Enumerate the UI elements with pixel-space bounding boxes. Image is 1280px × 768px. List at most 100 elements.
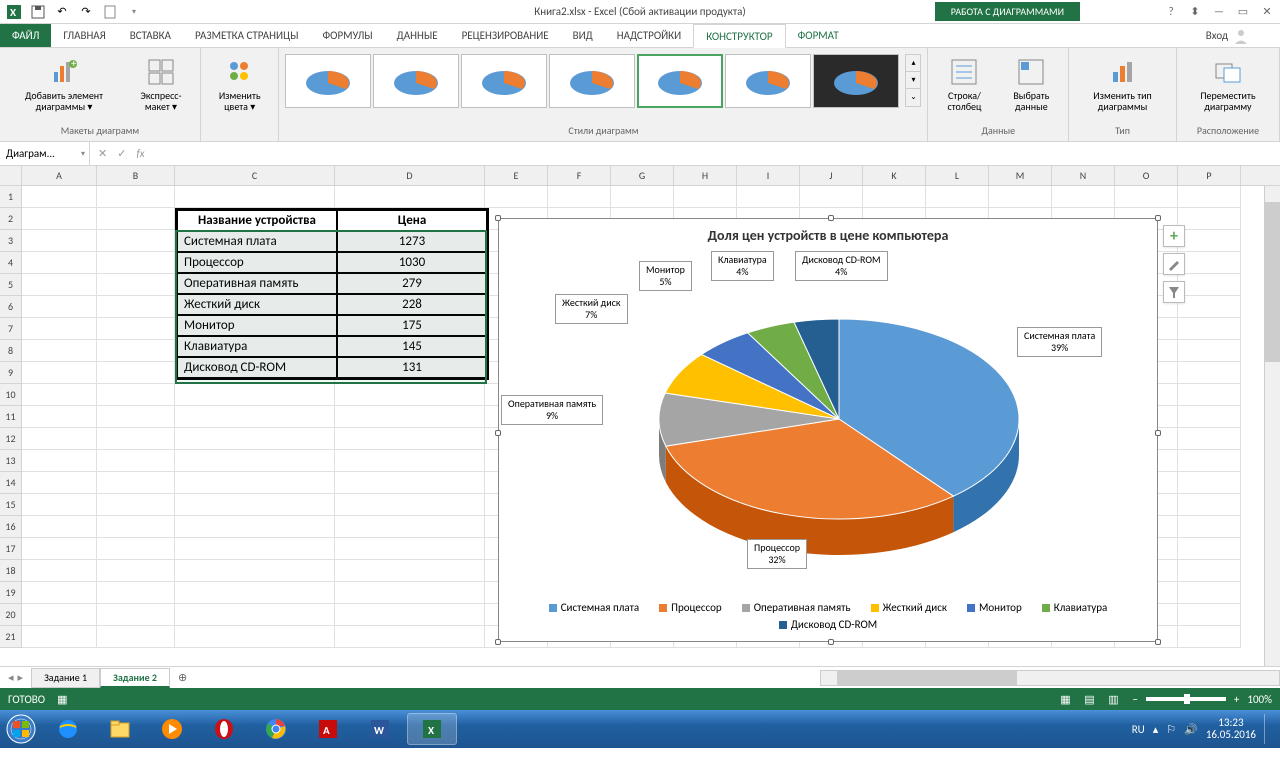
row-header[interactable]: 16 bbox=[0, 516, 21, 538]
fx-icon[interactable]: fx bbox=[136, 147, 144, 160]
task-chrome[interactable] bbox=[251, 713, 301, 745]
row-header[interactable]: 9 bbox=[0, 362, 21, 384]
chart-style-5[interactable] bbox=[637, 54, 723, 108]
tab-надстройки[interactable]: НАДСТРОЙКИ bbox=[605, 24, 693, 47]
sheet-tab[interactable]: Задание 2 bbox=[100, 668, 170, 688]
styles-up-icon[interactable]: ▴ bbox=[906, 55, 920, 72]
select-all-button[interactable] bbox=[0, 166, 22, 186]
data-label[interactable]: Оперативная память9% bbox=[501, 395, 603, 425]
chart-title[interactable]: Доля цен устройств в цене компьютера bbox=[499, 219, 1157, 244]
legend-item[interactable]: Дисковод CD-ROM bbox=[779, 618, 877, 631]
row-header[interactable]: 17 bbox=[0, 538, 21, 560]
chart-style-1[interactable] bbox=[285, 54, 371, 108]
chart-plus-icon[interactable]: + bbox=[1163, 225, 1185, 247]
row-header[interactable]: 14 bbox=[0, 472, 21, 494]
row-header[interactable]: 5 bbox=[0, 274, 21, 296]
chart-legend[interactable]: Системная плата Процессор Оперативная памя… bbox=[499, 601, 1157, 631]
col-header[interactable]: J bbox=[800, 166, 863, 185]
tab-вставка[interactable]: ВСТАВКА bbox=[118, 24, 183, 47]
legend-item[interactable]: Оперативная память bbox=[742, 601, 851, 614]
vertical-scrollbar[interactable] bbox=[1264, 186, 1280, 666]
task-excel[interactable]: X bbox=[407, 713, 457, 745]
col-header[interactable]: K bbox=[863, 166, 926, 185]
add-chart-element-button[interactable]: + Добавить элемент диаграммы ▾ bbox=[6, 54, 122, 114]
col-header[interactable]: G bbox=[611, 166, 674, 185]
normal-view-icon[interactable]: ▦ bbox=[1054, 691, 1076, 707]
task-explorer[interactable] bbox=[95, 713, 145, 745]
start-button[interactable] bbox=[0, 710, 42, 748]
col-header[interactable]: L bbox=[926, 166, 989, 185]
close-icon[interactable]: ✕ bbox=[1258, 5, 1276, 18]
styles-more-icon[interactable]: ⌄ bbox=[906, 89, 920, 106]
legend-item[interactable]: Системная плата bbox=[549, 601, 639, 614]
col-header[interactable]: A bbox=[22, 166, 97, 185]
legend-item[interactable]: Процессор bbox=[659, 601, 722, 614]
zoom-out-icon[interactable]: − bbox=[1132, 693, 1137, 706]
tab-разметка страницы[interactable]: РАЗМЕТКА СТРАНИЦЫ bbox=[183, 24, 311, 47]
data-label[interactable]: Дисковод CD-ROM4% bbox=[795, 251, 888, 281]
row-header[interactable]: 6 bbox=[0, 296, 21, 318]
styles-down-icon[interactable]: ▾ bbox=[906, 72, 920, 89]
show-desktop-button[interactable] bbox=[1264, 714, 1272, 744]
undo-icon[interactable]: ↶ bbox=[52, 2, 72, 22]
save-icon[interactable] bbox=[28, 2, 48, 22]
tab-главная[interactable]: ГЛАВНАЯ bbox=[51, 24, 117, 47]
lang-indicator[interactable]: RU bbox=[1132, 723, 1145, 736]
cancel-icon[interactable]: ✕ bbox=[98, 147, 107, 160]
tray-clock[interactable]: 13:23 16.05.2016 bbox=[1206, 717, 1256, 741]
horizontal-scrollbar[interactable] bbox=[820, 670, 1280, 686]
row-header[interactable]: 18 bbox=[0, 560, 21, 582]
quick-layout-button[interactable]: Экспресс- макет ▾ bbox=[128, 54, 194, 114]
col-header[interactable]: N bbox=[1052, 166, 1115, 185]
task-ie[interactable] bbox=[43, 713, 93, 745]
data-label[interactable]: Монитор5% bbox=[639, 261, 692, 291]
row-header[interactable]: 10 bbox=[0, 384, 21, 406]
tab-вид[interactable]: ВИД bbox=[561, 24, 605, 47]
row-header[interactable]: 2 bbox=[0, 208, 21, 230]
col-header[interactable]: B bbox=[97, 166, 175, 185]
name-box[interactable]: Диаграм... bbox=[0, 142, 90, 165]
col-header[interactable]: F bbox=[548, 166, 611, 185]
tab-конструктор[interactable]: КОНСТРУКТОР bbox=[693, 24, 785, 48]
row-header[interactable]: 4 bbox=[0, 252, 21, 274]
maximize-icon[interactable]: ▭ bbox=[1234, 5, 1252, 18]
tab-формулы[interactable]: ФОРМУЛЫ bbox=[310, 24, 384, 47]
add-sheet-button[interactable]: ⊕ bbox=[170, 671, 195, 684]
row-header[interactable]: 19 bbox=[0, 582, 21, 604]
chart-style-6[interactable] bbox=[725, 54, 811, 108]
row-header[interactable]: 21 bbox=[0, 626, 21, 648]
chart-style-3[interactable] bbox=[461, 54, 547, 108]
col-header[interactable]: M bbox=[989, 166, 1052, 185]
switch-row-col-button[interactable]: Строка/ столбец bbox=[934, 54, 994, 114]
data-label[interactable]: Жесткий диск7% bbox=[555, 294, 628, 324]
enter-icon[interactable]: ✓ bbox=[117, 147, 126, 160]
row-header[interactable]: 8 bbox=[0, 340, 21, 362]
legend-item[interactable]: Жесткий диск bbox=[871, 601, 947, 614]
chart-style-2[interactable] bbox=[373, 54, 459, 108]
tab-файл[interactable]: ФАЙЛ bbox=[0, 24, 51, 47]
sheet-tab[interactable]: Задание 1 bbox=[31, 668, 100, 688]
chart-filter-icon[interactable] bbox=[1163, 281, 1185, 303]
task-media[interactable] bbox=[147, 713, 197, 745]
col-header[interactable]: D bbox=[335, 166, 485, 185]
page-layout-icon[interactable]: ▤ bbox=[1078, 691, 1100, 707]
change-colors-button[interactable]: Изменить цвета ▾ bbox=[207, 54, 273, 114]
tab-формат[interactable]: ФОРМАТ bbox=[786, 24, 851, 47]
qat-dropdown-icon[interactable]: ▾ bbox=[124, 2, 144, 22]
redo-icon[interactable]: ↷ bbox=[76, 2, 96, 22]
row-header[interactable]: 15 bbox=[0, 494, 21, 516]
tab-данные[interactable]: ДАННЫЕ bbox=[385, 24, 450, 47]
row-header[interactable]: 11 bbox=[0, 406, 21, 428]
row-header[interactable]: 12 bbox=[0, 428, 21, 450]
minimize-icon[interactable]: — bbox=[1210, 5, 1228, 18]
row-header[interactable]: 1 bbox=[0, 186, 21, 208]
move-chart-button[interactable]: Переместить диаграмму bbox=[1183, 54, 1273, 114]
select-data-button[interactable]: Выбрать данные bbox=[1001, 54, 1063, 114]
legend-item[interactable]: Монитор bbox=[967, 601, 1022, 614]
macro-icon[interactable]: ▦ bbox=[57, 693, 67, 706]
task-opera[interactable] bbox=[199, 713, 249, 745]
data-label[interactable]: Системная плата39% bbox=[1017, 327, 1102, 357]
col-header[interactable]: H bbox=[674, 166, 737, 185]
zoom-slider[interactable] bbox=[1146, 697, 1226, 701]
worksheet-grid[interactable]: 123456789101112131415161718192021 ABCDEF… bbox=[0, 166, 1280, 666]
